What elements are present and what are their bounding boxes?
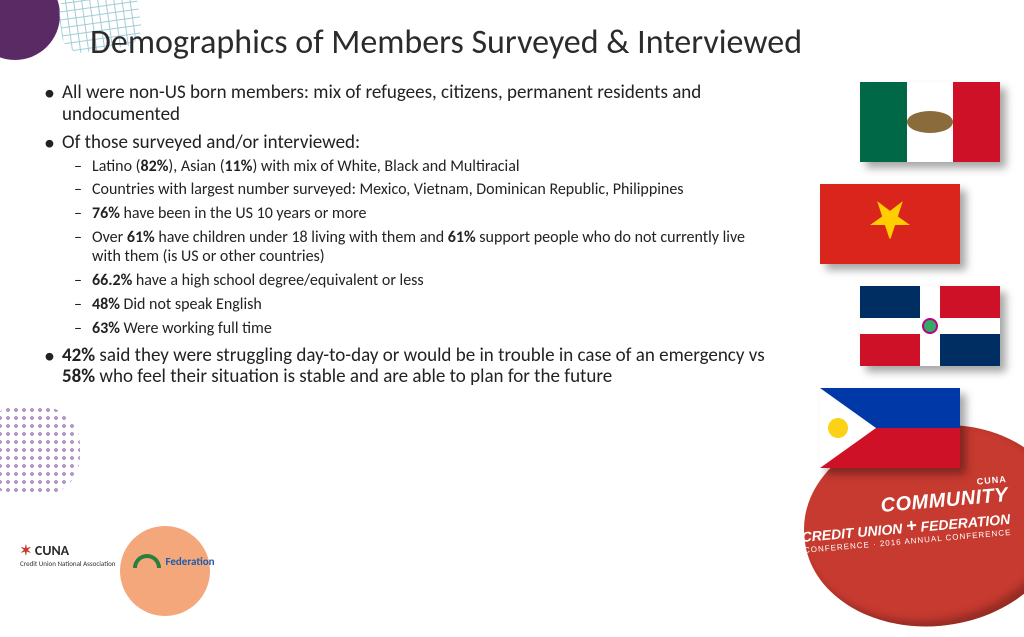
badge-plus: + xyxy=(905,515,917,536)
sub-3: 76% have been in the US 10 years or more xyxy=(62,205,766,224)
content-area: All were non-US born members: mix of ref… xyxy=(36,82,766,394)
sub-5: 66.2% have a high school degree/equivale… xyxy=(62,272,766,291)
footer-logos: CUNA Credit Union National Association F… xyxy=(20,542,215,568)
sub-6: 48% Did not speak English xyxy=(62,296,766,315)
mexico-seal-icon xyxy=(907,111,954,133)
cuna-logo: CUNA Credit Union National Association xyxy=(20,542,115,568)
sub-1: Latino (82%), Asian (11%) with mix of Wh… xyxy=(62,158,766,177)
sub-7: 63% Were working full time xyxy=(62,320,766,339)
bullet-list: All were non-US born members: mix of ref… xyxy=(36,82,766,388)
deco-dots-pattern xyxy=(0,406,80,496)
arc-icon xyxy=(133,554,161,568)
sub-4: Over 61% have children under 18 living w… xyxy=(62,229,766,267)
bullet-2: Of those surveyed and/or interviewed: La… xyxy=(36,132,766,339)
dr-seal-icon xyxy=(922,318,938,334)
sub-bullet-list: Latino (82%), Asian (11%) with mix of Wh… xyxy=(62,158,766,339)
sun-icon xyxy=(830,420,846,436)
deco-circle-top-left xyxy=(0,0,60,60)
star-icon xyxy=(870,211,910,225)
flag-dominican-republic xyxy=(860,286,1000,366)
deco-peach-circle xyxy=(120,526,210,616)
federation-text: Federation xyxy=(165,555,214,568)
flag-vietnam xyxy=(820,184,960,264)
bullet-1: All were non-US born members: mix of ref… xyxy=(36,82,766,126)
flag-philippines xyxy=(820,388,960,468)
flag-mexico xyxy=(860,82,1000,162)
slide-title: Demographics of Members Surveyed & Inter… xyxy=(90,22,802,63)
flags-column xyxy=(820,82,1000,468)
cuna-brand: CUNA xyxy=(20,542,69,559)
cuna-subtitle: Credit Union National Association xyxy=(20,559,115,568)
bullet-2-text: Of those surveyed and/or interviewed: xyxy=(62,131,360,154)
federation-logo: Federation xyxy=(133,554,214,568)
sub-2: Countries with largest number surveyed: … xyxy=(62,181,766,200)
bullet-3: 42% said they were struggling day-to-day… xyxy=(36,345,766,389)
